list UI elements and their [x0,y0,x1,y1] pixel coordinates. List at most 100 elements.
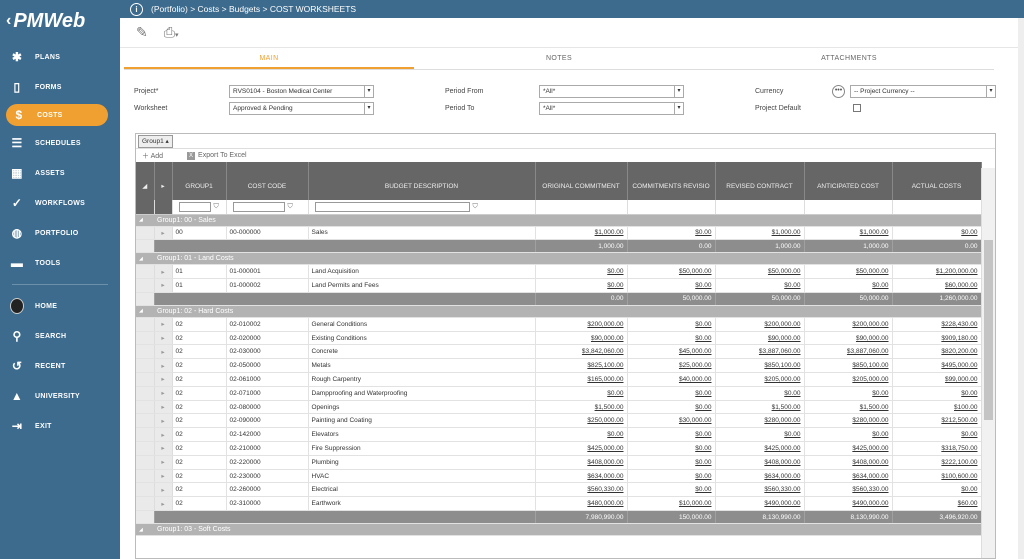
table-row[interactable]: ▸ 02 02-220000 Plumbing $408,000.00 $0.00 $408… [136,455,982,470]
project-default-checkbox[interactable] [853,104,861,112]
print-icon[interactable]: ⎙▾ [163,24,179,40]
table-cell[interactable]: $560,330.00 [535,482,628,498]
nav-costs[interactable]: $ COSTS [6,104,108,126]
row-expand-icon[interactable]: ▸ [154,441,173,456]
table-row[interactable]: ▸ 02 02-050000 Metals $825,100.00 $25,000.00 $… [136,358,982,374]
row-expand-icon[interactable]: ▸ [154,386,173,401]
period-to-select[interactable]: *All* ▾ [539,102,684,115]
col-group1[interactable]: GROUP1 [172,162,227,200]
page-scrollbar[interactable] [1018,18,1024,559]
table-cell[interactable]: $0.00 [892,226,982,241]
table-cell[interactable]: $850,100.00 [804,358,893,374]
nav-portfolio[interactable]: ◍ PORTFOLIO [0,218,120,248]
table-cell[interactable]: $425,000.00 [715,441,805,456]
table-cell[interactable]: $50,000.00 [715,264,805,280]
table-cell[interactable]: $0.00 [627,317,716,332]
table-cell[interactable]: $200,000.00 [804,317,893,332]
nav-schedules[interactable]: ☰ SCHEDULES [0,128,120,158]
table-cell[interactable]: $0.00 [535,278,628,293]
table-cell[interactable]: $50,000.00 [627,264,716,280]
table-cell[interactable]: $1,500.00 [535,400,628,415]
table-cell[interactable]: $200,000.00 [535,317,628,332]
filter-icon[interactable]: ⛉ [287,202,293,210]
table-cell[interactable]: $3,887,060.00 [804,344,893,360]
table-row[interactable]: ▸ 00 00-000000 Sales $1,000.00 $0.00 $1,000.00… [136,226,982,241]
filter-icon[interactable]: ⛉ [472,202,478,210]
table-cell[interactable]: $90,000.00 [804,331,893,346]
project-select[interactable]: RVS0104 - Boston Medical Center ▾ [229,85,374,98]
table-cell[interactable]: $60.00 [892,496,982,512]
row-expand-icon[interactable]: ▸ [154,317,173,332]
table-cell[interactable]: $408,000.00 [535,455,628,470]
table-cell[interactable]: $228,430.00 [892,317,982,332]
group-collapse-icon[interactable]: ◢ [136,252,154,266]
table-row[interactable]: ▸ 02 02-142000 Elevators $0.00 $0.00 $0.00 $0.0… [136,427,982,443]
table-cell[interactable]: $3,887,060.00 [715,344,805,360]
group-row[interactable]: ◢ Group1: 03 - Soft Costs [136,523,981,537]
table-row[interactable]: ▸ 02 02-210000 Fire Suppression $425,000.00 $… [136,441,982,456]
table-cell[interactable]: $50,000.00 [804,264,893,280]
table-row[interactable]: ▸ 02 02-071000 Dampproofing and Waterproofi… [136,386,982,401]
table-cell[interactable]: $99,000.00 [892,372,982,387]
col-budget-description[interactable]: BUDGET DESCRIPTION [308,162,536,200]
description-filter-input[interactable] [314,201,470,212]
table-cell[interactable]: $3,842,060.00 [535,344,628,360]
group-collapse-icon[interactable]: ◢ [136,214,154,227]
table-cell[interactable]: $212,500.00 [892,413,982,429]
col-revised-contract[interactable]: REVISED CONTRACT [715,162,805,200]
table-row[interactable]: ▸ 02 02-080000 Openings $1,500.00 $0.00 $1,500… [136,400,982,415]
col-actual-costs[interactable]: ACTUAL COSTS [892,162,982,200]
row-expand-icon[interactable]: ▸ [154,482,173,498]
table-cell[interactable]: $200,000.00 [715,317,805,332]
table-row[interactable]: ▸ 02 02-010002 General Conditions $200,000.0… [136,317,982,332]
table-cell[interactable]: $0.00 [535,427,628,443]
table-cell[interactable]: $0.00 [627,226,716,241]
filter-icon[interactable]: ⛉ [213,202,219,210]
row-expand-icon[interactable]: ▸ [154,358,173,374]
table-row[interactable]: ▸ 01 01-000001 Land Acquisition $0.00 $50,000… [136,264,982,280]
row-expand-icon[interactable]: ▸ [154,496,173,512]
table-cell[interactable]: $250,000.00 [535,413,628,429]
table-cell[interactable]: $60,000.00 [892,278,982,293]
table-cell[interactable]: $0.00 [627,482,716,498]
table-cell[interactable]: $1,500.00 [804,400,893,415]
table-cell[interactable]: $1,200,000.00 [892,264,982,280]
grid-scrollbar-thumb[interactable] [984,240,993,420]
row-expand-icon[interactable]: ▸ [154,372,173,387]
pmweb-logo[interactable]: ‹ PMWeb [6,9,86,32]
table-cell[interactable]: $165,000.00 [535,372,628,387]
group1-filter-input[interactable] [178,201,211,212]
row-expand-icon[interactable]: ▸ [154,226,173,241]
table-row[interactable]: ▸ 02 02-260000 Electrical $560,330.00 $0.00 $5… [136,482,982,498]
table-cell[interactable]: $820,200.00 [892,344,982,360]
table-row[interactable]: ▸ 02 02-030000 Concrete $3,842,060.00 $45,000… [136,344,982,360]
nav-home[interactable]: HOME [0,291,120,321]
table-cell[interactable]: $100,600.00 [892,469,982,484]
table-cell[interactable]: $634,000.00 [535,469,628,484]
nav-recent[interactable]: ↺ RECENT [0,351,120,381]
table-cell[interactable]: $850,100.00 [715,358,805,374]
table-cell[interactable]: $1,000.00 [535,226,628,241]
add-button[interactable]: ＋ Add [142,152,164,160]
nav-exit[interactable]: ⇥ EXIT [0,411,120,441]
group-row[interactable]: ◢ Group1: 01 - Land Costs [136,252,981,266]
table-cell[interactable]: $318,750.00 [892,441,982,456]
group-row[interactable]: ◢ Group1: 00 - Sales [136,214,981,227]
table-cell[interactable]: $280,000.00 [715,413,805,429]
col-commitments-revision[interactable]: COMMITMENTS REVISIO [627,162,716,200]
table-cell[interactable]: $0.00 [892,386,982,401]
table-cell[interactable]: $25,000.00 [627,358,716,374]
table-cell[interactable]: $0.00 [892,482,982,498]
row-expand-icon[interactable]: ▸ [154,427,173,443]
worksheet-select[interactable]: Approved & Pending ▾ [229,102,374,115]
table-cell[interactable]: $425,000.00 [535,441,628,456]
table-cell[interactable]: $1,000.00 [715,226,805,241]
table-cell[interactable]: $825,100.00 [535,358,628,374]
col-original-commitment[interactable]: ORIGINAL COMMITMENT [535,162,628,200]
table-cell[interactable]: $909,180.00 [892,331,982,346]
row-expand-icon[interactable]: ▸ [154,455,173,470]
tab-attachments[interactable]: ATTACHMENTS [821,55,877,62]
table-cell[interactable]: $0.00 [715,427,805,443]
table-cell[interactable]: $495,000.00 [892,358,982,374]
table-cell[interactable]: $205,000.00 [804,372,893,387]
